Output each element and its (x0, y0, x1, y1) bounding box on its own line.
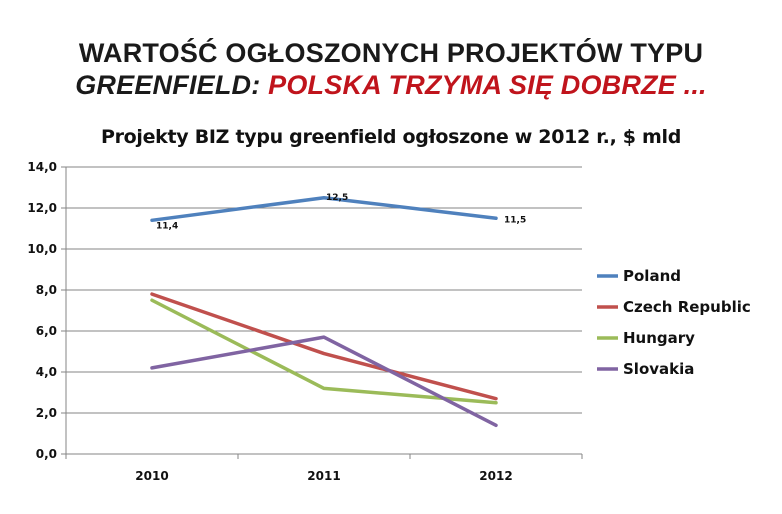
chart-axes (61, 166, 583, 459)
y-axis-tick-labels: 0,0 2,0 4,0 6,0 8,0 10,0 12,0 14,0 (27, 160, 57, 461)
slide-title-line1: WARTOŚĆ OGŁOSZONYCH PROJEKTÓW TYPU (78, 38, 704, 68)
chart-title: Projekty BIZ typu greenfield ogłoszone w… (100, 126, 682, 148)
x-tick-label: 2010 (135, 469, 168, 483)
series-line-czech-republic (150, 292, 498, 401)
legend-label: Poland (623, 267, 681, 285)
slide-title-greenfield: GREENFIELD: (75, 70, 269, 100)
x-tick-label: 2011 (307, 469, 340, 483)
y-tick-label: 12,0 (27, 201, 57, 215)
y-tick-label: 6,0 (36, 324, 57, 338)
legend-label: Hungary (623, 329, 695, 347)
chart-gridlines (66, 166, 582, 414)
y-tick-label: 10,0 (27, 242, 57, 256)
y-tick-label: 4,0 (36, 365, 57, 379)
y-tick-label: 8,0 (36, 283, 57, 297)
chart-data-labels: 11,4 12,5 11,5 (156, 193, 526, 232)
legend-label: Slovakia (623, 360, 694, 378)
data-label: 11,4 (156, 221, 178, 231)
data-label: 11,5 (504, 215, 526, 225)
y-tick-label: 2,0 (36, 406, 57, 420)
legend-label: Czech Republic (623, 298, 751, 316)
data-label: 12,5 (326, 193, 348, 203)
series-line-poland (150, 196, 498, 223)
series-line-slovakia (150, 335, 498, 428)
chart-legend: Poland Czech Republic Hungary Slovakia (597, 267, 751, 378)
slide-title-line2: GREENFIELD: POLSKA TRZYMA SIĘ DOBRZE ... (0, 70, 782, 101)
slide-title-highlight: POLSKA TRZYMA SIĘ DOBRZE ... (268, 70, 707, 100)
x-tick-label: 2012 (479, 469, 512, 483)
chart-series (150, 196, 498, 428)
y-tick-label: 14,0 (27, 160, 57, 174)
y-tick-label: 0,0 (36, 447, 57, 461)
x-axis-tick-labels: 2010 2011 2012 (135, 469, 512, 483)
series-line-hungary (150, 298, 498, 405)
